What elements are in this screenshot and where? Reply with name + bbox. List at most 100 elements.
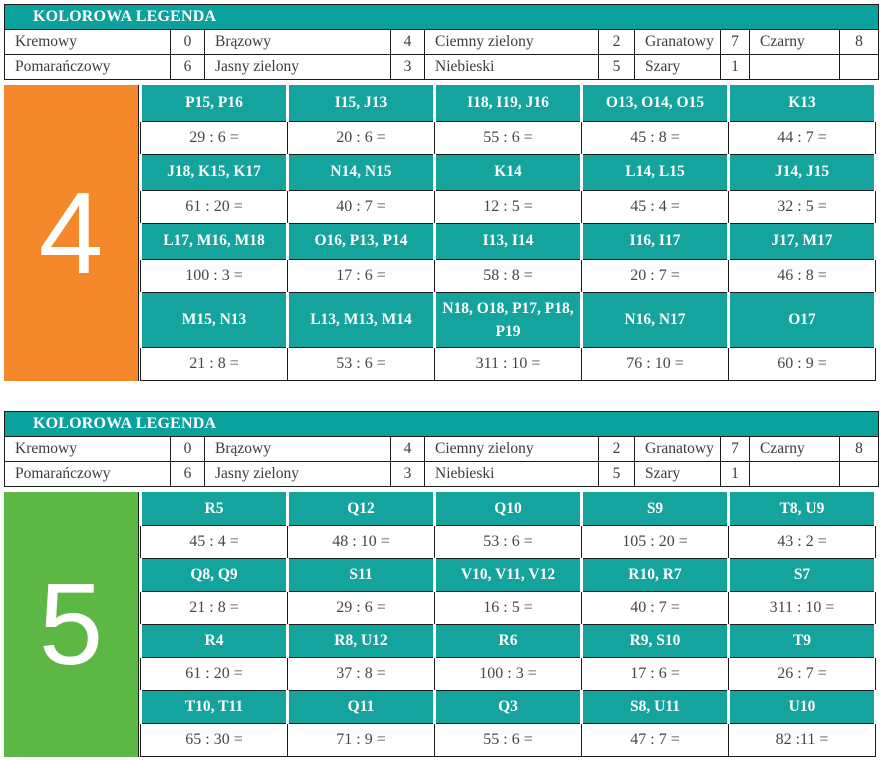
coords-cell: U10 [727, 690, 877, 723]
legend-color-name: Niebieski [424, 54, 599, 80]
coords-cell: R4 [139, 624, 289, 657]
problem-cell: 47 : 7 = [581, 722, 729, 757]
coords-cell: S8, U11 [580, 690, 730, 723]
problem-cell: 45 : 4 = [140, 524, 288, 559]
coords-cell: R5 [139, 492, 289, 525]
problems-row: 29 : 6 = 20 : 6 = 55 : 6 = 45 : 8 = 44 : 7 = [140, 120, 876, 155]
legend-color-name: Jasny zielony [204, 54, 391, 80]
problem-cell: 45 : 4 = [581, 189, 729, 224]
legend-color-value [838, 461, 880, 487]
legend-color-value [838, 54, 880, 80]
legend-title: KOLOROWA LEGENDA [3, 4, 880, 30]
legend-color-value: 6 [170, 54, 205, 80]
problem-cell: 32 : 5 = [728, 189, 876, 224]
problem-cell: 61 : 20 = [140, 189, 288, 224]
legend-color-name: Granatowy [634, 29, 721, 55]
problem-cell: 16 : 5 = [434, 590, 582, 625]
coords-cell: S9 [580, 492, 730, 525]
legend-color-value: 0 [170, 29, 205, 55]
worksheet-block-4: KOLOROWA LEGENDA Kremowy 0 Brązowy 4 Ciemny z… [3, 4, 880, 381]
legend-color-name: Ciemny zielony [424, 29, 599, 55]
coords-cell: R10, R7 [580, 558, 730, 591]
problems-grid: P15, P16 I15, J13 I18, I19, J16 O13, O14, O… [139, 85, 877, 381]
legend-color-name [749, 461, 840, 487]
legend-color-name: Jasny zielony [204, 461, 391, 487]
problem-cell: 44 : 7 = [728, 120, 876, 155]
legend-color-name: Szary [634, 54, 721, 80]
problem-cell: 55 : 6 = [434, 120, 582, 155]
legend-color-name: Brązowy [204, 436, 391, 462]
coords-cell: Q12 [286, 492, 436, 525]
problem-cell: 53 : 6 = [287, 347, 435, 381]
legend-table: KOLOROWA LEGENDA Kremowy 0 Brązowy 4 Ciemny z… [3, 411, 880, 487]
legend-color-value: 1 [720, 54, 750, 80]
problem-cell: 40 : 7 = [581, 590, 729, 625]
legend-table: KOLOROWA LEGENDA Kremowy 0 Brązowy 4 Ciemny z… [3, 4, 880, 80]
legend-title-row: KOLOROWA LEGENDA [3, 4, 880, 30]
coords-cell: T10, T11 [139, 690, 289, 723]
problems-row: 45 : 4 = 48 : 10 = 53 : 6 = 105 : 20 = 43 : … [140, 524, 876, 559]
problem-cell: 60 : 9 = [728, 347, 876, 381]
coords-cell: R9, S10 [580, 624, 730, 657]
worksheet-block-5: KOLOROWA LEGENDA Kremowy 0 Brązowy 4 Ciemny z… [3, 411, 880, 757]
problem-cell: 100 : 3 = [434, 656, 582, 691]
coords-cell: L14, L15 [580, 154, 730, 190]
coords-cell: O16, P13, P14 [286, 223, 436, 259]
coords-cell: S11 [286, 558, 436, 591]
coords-cell: K14 [433, 154, 583, 190]
problem-cell: 21 : 8 = [140, 590, 288, 625]
coords-cell: J18, K15, K17 [139, 154, 289, 190]
legend-color-name [749, 54, 840, 80]
legend-color-value: 3 [390, 54, 425, 80]
coords-cell: L13, M13, M14 [286, 292, 436, 348]
coords-cell: P15, P16 [139, 85, 289, 121]
problem-cell: 105 : 20 = [581, 524, 729, 559]
coords-cell: K13 [727, 85, 877, 121]
color-board-5: 5 R5 Q12 Q10 S9 T8, U9 45 : 4 = 48 : 10 = 53 : … [4, 492, 878, 757]
color-number: 5 [38, 559, 104, 690]
legend-color-name: Czarny [749, 436, 840, 462]
legend-color-value: 7 [720, 29, 750, 55]
legend-color-value: 5 [598, 54, 635, 80]
legend-color-value: 8 [838, 436, 880, 462]
legend-title: KOLOROWA LEGENDA [3, 411, 880, 437]
legend-title-row: KOLOROWA LEGENDA [3, 411, 880, 437]
problem-cell: 46 : 8 = [728, 258, 876, 293]
problems-row: 21 : 8 = 53 : 6 = 311 : 10 = 76 : 10 = 60 : … [140, 347, 876, 381]
coords-row: R4 R8, U12 R6 R9, S10 T9 [139, 624, 877, 657]
problem-cell: 82 :11 = [728, 722, 876, 757]
legend-color-name: Kremowy [4, 29, 171, 55]
coords-cell: T9 [727, 624, 877, 657]
coords-cell: I15, J13 [286, 85, 436, 121]
coords-cell: N14, N15 [286, 154, 436, 190]
legend-color-value: 8 [838, 29, 880, 55]
problem-cell: 12 : 5 = [434, 189, 582, 224]
problem-cell: 311 : 10 = [434, 347, 582, 381]
problem-cell: 17 : 6 = [581, 656, 729, 691]
legend-color-name: Pomarańczowy [4, 461, 171, 487]
legend-color-name: Granatowy [634, 436, 721, 462]
problem-cell: 311 : 10 = [728, 590, 876, 625]
problem-cell: 20 : 6 = [287, 120, 435, 155]
legend-color-value: 4 [390, 436, 425, 462]
coords-cell: I18, I19, J16 [433, 85, 583, 121]
coords-cell: Q10 [433, 492, 583, 525]
legend-color-value: 3 [390, 461, 425, 487]
legend-color-name: Ciemny zielony [424, 436, 599, 462]
legend-row: Kremowy 0 Brązowy 4 Ciemny zielony 2 Granatowy… [4, 29, 880, 55]
problem-cell: 65 : 30 = [140, 722, 288, 757]
coords-cell: I16, I17 [580, 223, 730, 259]
coords-cell: R6 [433, 624, 583, 657]
legend-color-value: 6 [170, 461, 205, 487]
coords-cell: T8, U9 [727, 492, 877, 525]
coords-cell: L17, M16, M18 [139, 223, 289, 259]
coords-cell: Q3 [433, 690, 583, 723]
problem-cell: 76 : 10 = [581, 347, 729, 381]
coords-row: Q8, Q9 S11 V10, V11, V12 R10, R7 S7 [139, 558, 877, 591]
problem-cell: 61 : 20 = [140, 656, 288, 691]
color-board-4: 4 P15, P16 I15, J13 I18, I19, J16 O13, O14,… [4, 85, 878, 381]
legend-color-value: 2 [598, 29, 635, 55]
coords-row: R5 Q12 Q10 S9 T8, U9 [139, 492, 877, 525]
problem-cell: 45 : 8 = [581, 120, 729, 155]
